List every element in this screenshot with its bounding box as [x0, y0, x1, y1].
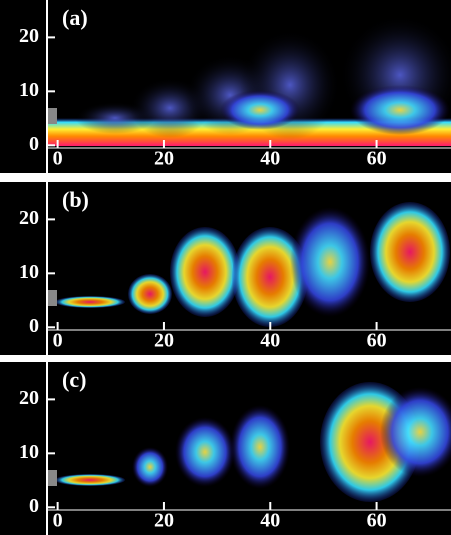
panel: 0 10 20 0 20 40 60 (c) [0, 362, 451, 535]
x-tick-label: 20 [154, 510, 174, 532]
x-tick-label: 60 [367, 330, 387, 352]
panel: 0 10 20 0 20 40 60 (b) [0, 182, 451, 355]
flow-structure [380, 387, 451, 477]
panel-label: (c) [62, 367, 86, 392]
inlet [47, 108, 57, 124]
x-tick-label: 40 [260, 510, 280, 532]
x-tick-label: 0 [53, 330, 63, 352]
y-tick-label: 0 [29, 133, 39, 155]
x-tick-label: 40 [260, 330, 280, 352]
flow-structure [290, 207, 370, 317]
flow-structure [128, 274, 172, 314]
flow-structure [220, 90, 300, 130]
x-tick-label: 0 [53, 510, 63, 532]
x-tick-label: 20 [154, 330, 174, 352]
flow-structure [370, 202, 450, 302]
flow-structure [55, 296, 125, 308]
flow-structure [55, 474, 125, 486]
x-tick-label: 60 [367, 510, 387, 532]
flow-structure [230, 405, 290, 489]
panel-label: (a) [62, 5, 88, 30]
inlet [47, 470, 57, 486]
x-tick-label: 0 [53, 148, 63, 170]
flow-structure [170, 227, 240, 317]
flow-structure [350, 85, 450, 135]
panel-label: (b) [62, 187, 89, 212]
x-tick-label: 20 [154, 148, 174, 170]
y-tick-label: 10 [19, 261, 39, 283]
y-tick-label: 0 [29, 315, 39, 337]
x-tick-label: 40 [260, 148, 280, 170]
y-tick-label: 0 [29, 495, 39, 517]
y-tick-label: 20 [19, 25, 39, 47]
flow-structure [132, 447, 168, 487]
flow-structure [175, 417, 235, 487]
y-tick-label: 10 [19, 441, 39, 463]
panel: 0 10 20 0 20 40 60 (a) [0, 0, 451, 173]
inlet [47, 290, 57, 306]
y-tick-label: 10 [19, 79, 39, 101]
x-tick-label: 60 [367, 148, 387, 170]
flow-structure [232, 227, 308, 327]
y-tick-label: 20 [19, 387, 39, 409]
y-tick-label: 20 [19, 207, 39, 229]
